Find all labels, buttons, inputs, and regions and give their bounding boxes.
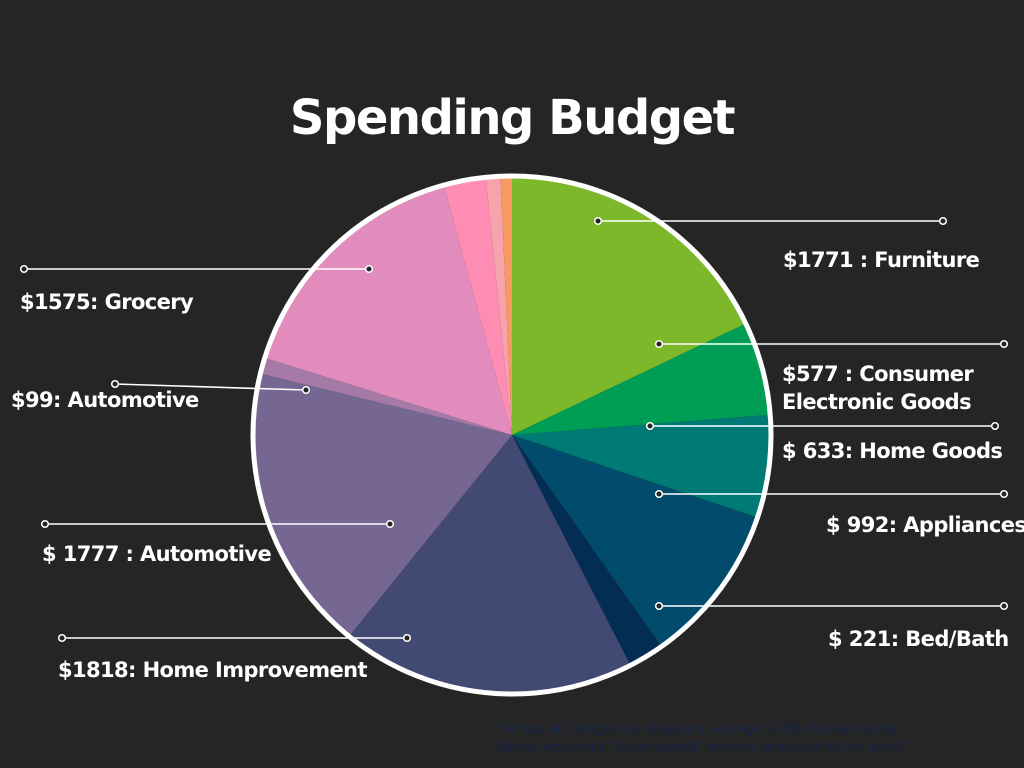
slice-label: Electronic Goods	[782, 390, 971, 414]
pie-slice	[255, 374, 513, 635]
leader-dot	[999, 601, 1009, 611]
pie-slice	[262, 358, 512, 435]
slice-label: $99: Automotive	[11, 388, 199, 412]
slice-label: $1575: Grocery	[20, 290, 194, 314]
footnote-line: during Amazon's "Super-spend" window sur…	[496, 740, 911, 755]
leader-dot	[654, 601, 664, 611]
chart-title: Spending Budget	[290, 90, 735, 146]
leader-dot	[999, 339, 1009, 349]
pie-outline	[250, 173, 774, 697]
pie-slice	[485, 178, 512, 435]
leader-dot	[110, 379, 120, 389]
leader-lines	[19, 216, 1009, 643]
leader-dot	[301, 385, 311, 395]
leader-dot	[654, 339, 664, 349]
slice-label: $ 633: Home Goods	[782, 439, 1002, 463]
pie-slice	[266, 187, 512, 435]
leader-dot	[999, 489, 1009, 499]
leader-dot	[40, 519, 50, 529]
slice-labels: $1771 : Furniture $577 : Consumer Electron…	[11, 248, 1024, 682]
leader-dot	[593, 216, 603, 226]
leader-dot	[938, 216, 948, 226]
leader-dot	[19, 264, 29, 274]
leader-dot	[645, 421, 655, 431]
pie-slice	[512, 414, 770, 517]
leader-dot	[990, 421, 1000, 431]
leader-dot	[364, 264, 374, 274]
pie-slice	[500, 177, 512, 435]
slice-label: $ 1777 : Automotive	[42, 542, 271, 566]
leader-dot	[402, 633, 412, 643]
slice-label: $577 : Consumer	[782, 362, 974, 386]
slice-label: $1771 : Furniture	[783, 248, 980, 272]
slice-label: $ 992: Appliances	[826, 513, 1024, 537]
leader-dot	[654, 489, 664, 499]
footnote: "Across all categories, shoppers average…	[496, 722, 911, 755]
leader-dot	[385, 519, 395, 529]
pie-slices	[255, 177, 770, 693]
footnote-line: "Across all categories, shoppers average…	[496, 722, 896, 737]
pie-slice	[512, 324, 769, 435]
pie-slice	[350, 435, 630, 693]
pie-slice	[444, 179, 512, 435]
slice-label: $ 221: Bed/Bath	[828, 627, 1009, 651]
leader-dot	[57, 633, 67, 643]
slice-label: $1818: Home Improvement	[58, 658, 368, 682]
pie-slice	[512, 435, 661, 664]
pie-slice	[512, 435, 756, 645]
pie-slice	[512, 177, 744, 435]
leader-line	[114, 383, 307, 391]
